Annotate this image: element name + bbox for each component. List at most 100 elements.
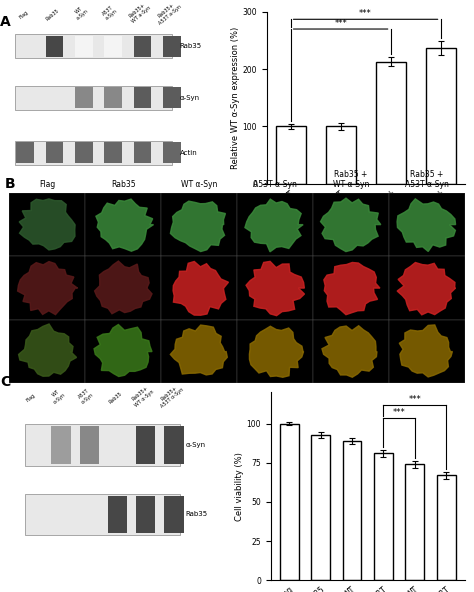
- Polygon shape: [397, 199, 456, 252]
- Text: Rab35 +
A53T α-Syn: Rab35 + A53T α-Syn: [405, 170, 448, 189]
- Polygon shape: [18, 324, 77, 377]
- Text: Rab35: Rab35: [111, 180, 136, 189]
- Bar: [280, 424, 299, 580]
- FancyBboxPatch shape: [104, 143, 122, 163]
- Polygon shape: [397, 262, 456, 315]
- FancyBboxPatch shape: [108, 496, 127, 533]
- Text: A53T
a-Syn: A53T a-Syn: [101, 4, 118, 21]
- Bar: [375, 62, 406, 184]
- FancyBboxPatch shape: [163, 143, 181, 163]
- Bar: [161, 193, 237, 256]
- Bar: [276, 127, 306, 184]
- Polygon shape: [246, 261, 304, 316]
- FancyBboxPatch shape: [136, 496, 155, 533]
- Text: α-Syn: α-Syn: [186, 442, 206, 448]
- FancyBboxPatch shape: [136, 426, 155, 464]
- Text: Rab35+
A53T a-Syn: Rab35+ A53T a-Syn: [154, 0, 182, 26]
- Polygon shape: [249, 326, 303, 377]
- Text: ***: ***: [359, 9, 372, 18]
- Text: Rab35: Rab35: [46, 8, 61, 22]
- FancyBboxPatch shape: [16, 141, 172, 165]
- FancyBboxPatch shape: [46, 143, 64, 163]
- FancyBboxPatch shape: [75, 88, 93, 108]
- Text: Rab35+
WT α-Syn: Rab35+ WT α-Syn: [130, 384, 155, 407]
- FancyBboxPatch shape: [46, 36, 64, 56]
- Bar: [313, 193, 389, 256]
- Bar: [313, 256, 389, 320]
- Y-axis label: Relative WT α-Syn expression (%): Relative WT α-Syn expression (%): [230, 27, 239, 169]
- Polygon shape: [399, 325, 452, 377]
- Text: ***: ***: [393, 408, 406, 417]
- FancyBboxPatch shape: [75, 36, 93, 56]
- Bar: [343, 441, 361, 580]
- FancyBboxPatch shape: [16, 34, 172, 58]
- Bar: [85, 256, 161, 320]
- Polygon shape: [18, 262, 78, 314]
- Text: Rab35: Rab35: [186, 511, 208, 517]
- Text: D: D: [222, 369, 234, 383]
- FancyBboxPatch shape: [104, 36, 122, 56]
- Bar: [161, 320, 237, 384]
- Text: Actin: Actin: [180, 150, 197, 156]
- Polygon shape: [94, 324, 152, 377]
- FancyBboxPatch shape: [163, 36, 181, 56]
- Text: A: A: [0, 15, 10, 29]
- FancyBboxPatch shape: [17, 143, 34, 163]
- Polygon shape: [170, 201, 226, 252]
- Polygon shape: [322, 326, 377, 377]
- FancyBboxPatch shape: [80, 426, 99, 464]
- FancyBboxPatch shape: [134, 88, 151, 108]
- Bar: [85, 193, 161, 256]
- Polygon shape: [19, 199, 75, 250]
- Bar: [9, 193, 85, 256]
- Text: A53T α-Syn: A53T α-Syn: [253, 180, 297, 189]
- Bar: [313, 320, 389, 384]
- Text: WT
a-Syn: WT a-Syn: [72, 4, 89, 21]
- FancyBboxPatch shape: [25, 424, 180, 466]
- Text: ***: ***: [409, 395, 421, 404]
- Bar: [85, 320, 161, 384]
- Text: ***: ***: [334, 19, 347, 28]
- FancyBboxPatch shape: [134, 36, 151, 56]
- Text: Rab35+
WT a-Syn: Rab35+ WT a-Syn: [127, 1, 151, 24]
- Bar: [9, 256, 85, 320]
- FancyBboxPatch shape: [104, 88, 122, 108]
- FancyBboxPatch shape: [25, 494, 180, 535]
- Text: Rab35: Rab35: [109, 391, 124, 405]
- Text: Flag: Flag: [39, 180, 55, 189]
- Bar: [426, 48, 456, 184]
- Bar: [389, 256, 465, 320]
- FancyBboxPatch shape: [75, 143, 93, 163]
- Text: WT
α-Syn: WT α-Syn: [49, 387, 66, 404]
- Bar: [389, 193, 465, 256]
- Text: Flag: Flag: [26, 393, 36, 403]
- Text: Rab35 +
WT α-Syn: Rab35 + WT α-Syn: [333, 170, 369, 189]
- Bar: [9, 320, 85, 384]
- Polygon shape: [96, 199, 154, 251]
- FancyBboxPatch shape: [51, 426, 71, 464]
- Text: WT α-Syn: WT α-Syn: [181, 180, 217, 189]
- Text: α-Syn: α-Syn: [180, 95, 200, 101]
- FancyBboxPatch shape: [164, 496, 184, 533]
- Text: Flag: Flag: [18, 10, 29, 20]
- Bar: [437, 475, 456, 580]
- Polygon shape: [173, 262, 228, 316]
- Bar: [237, 193, 313, 256]
- FancyBboxPatch shape: [164, 426, 184, 464]
- Polygon shape: [245, 199, 303, 252]
- Bar: [405, 465, 424, 580]
- Polygon shape: [95, 261, 152, 314]
- Text: Rab35: Rab35: [180, 43, 202, 49]
- Polygon shape: [170, 325, 228, 375]
- Bar: [374, 453, 393, 580]
- Polygon shape: [324, 262, 380, 315]
- Polygon shape: [320, 198, 381, 252]
- Bar: [389, 320, 465, 384]
- Y-axis label: Cell viability (%): Cell viability (%): [235, 452, 244, 521]
- Text: A53T
α-Syn: A53T α-Syn: [77, 387, 95, 404]
- Bar: [311, 435, 330, 580]
- Text: B: B: [5, 177, 16, 191]
- FancyBboxPatch shape: [134, 143, 151, 163]
- FancyBboxPatch shape: [163, 88, 181, 108]
- Bar: [326, 127, 356, 184]
